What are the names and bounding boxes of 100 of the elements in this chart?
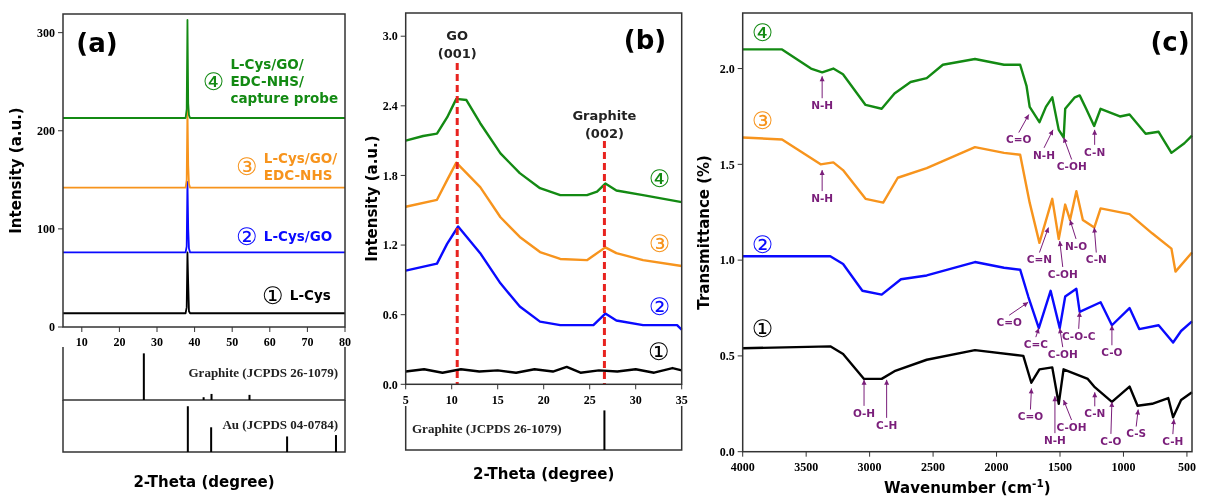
y-tick-label: 0.6 bbox=[382, 307, 398, 322]
annotation: C-OH bbox=[1056, 160, 1087, 173]
series-label: ③ bbox=[751, 106, 774, 135]
x-tick-label: 15 bbox=[491, 392, 504, 407]
annotation: C-N bbox=[1084, 145, 1106, 158]
x-axis-title: Wavenumber (cm$^{-1}$) bbox=[884, 477, 1051, 496]
x-tick-label: 20 bbox=[113, 335, 126, 350]
x-tick-label: 35 bbox=[675, 392, 688, 407]
annotation: C-O bbox=[1100, 434, 1122, 447]
bar bbox=[210, 427, 213, 452]
y-tick-label: 2.0 bbox=[719, 61, 735, 76]
series-label: ① L-Cys bbox=[262, 282, 331, 310]
annotation: N-H bbox=[811, 191, 834, 204]
bar bbox=[210, 393, 213, 400]
bar bbox=[142, 353, 145, 400]
x-tick-label: 30 bbox=[151, 335, 163, 350]
x-tick-label: 10 bbox=[75, 335, 88, 350]
annotation: C-OH bbox=[1047, 347, 1078, 360]
annotation: C=O bbox=[996, 315, 1022, 328]
annotation: Au (JCPDS 04-0784) bbox=[222, 416, 338, 432]
annotation: C-OH bbox=[1047, 267, 1078, 280]
x-tick-label: 70 bbox=[301, 335, 314, 350]
annotation: N-H bbox=[811, 98, 834, 111]
annotation: C=O bbox=[1006, 133, 1032, 146]
x-tick-label: 2000 bbox=[984, 459, 1009, 474]
annotation: (a) bbox=[76, 28, 118, 59]
x-tick-label: 80 bbox=[339, 335, 351, 350]
series-label: ③ bbox=[648, 230, 671, 259]
x-axis-title: 2-Theta (degree) bbox=[133, 473, 275, 492]
series-label: ② L-Cys/GO bbox=[236, 223, 333, 252]
line-series bbox=[62, 251, 346, 315]
y-tick-label: 200 bbox=[37, 123, 55, 138]
annotation: C-H bbox=[1162, 434, 1184, 447]
y-tick-label: 1.2 bbox=[382, 238, 398, 253]
line-series bbox=[62, 180, 346, 254]
x-tick-label: 1500 bbox=[1048, 459, 1072, 474]
annotation: C-N bbox=[1085, 253, 1107, 266]
line-series bbox=[404, 161, 683, 268]
bar bbox=[186, 406, 189, 452]
y-axis-title: Intensity (a.u.) bbox=[7, 107, 26, 234]
x-tick-label: 40 bbox=[188, 335, 201, 350]
x-tick-label: 50 bbox=[226, 335, 239, 350]
line-series bbox=[62, 18, 346, 119]
series-label: ② bbox=[751, 231, 774, 260]
y-tick-label: 2.4 bbox=[382, 99, 398, 114]
x-tick-label: 25 bbox=[583, 392, 596, 407]
x-tick-label: 3000 bbox=[857, 459, 882, 474]
series-label: ④ bbox=[751, 18, 774, 47]
ref-line-label: GO (001) bbox=[437, 27, 477, 61]
annotation: Graphite (JCPDS 26-1079) bbox=[412, 420, 562, 436]
y-axis-title: Intensity (a.u.) bbox=[363, 135, 382, 262]
line-series bbox=[404, 225, 683, 331]
x-tick-label: 1000 bbox=[1111, 459, 1136, 474]
ref-line-label: Graphite (002) bbox=[572, 107, 637, 141]
annotation: C-N bbox=[1084, 406, 1106, 419]
annotation: N-H bbox=[1033, 148, 1055, 161]
x-tick-label: 4000 bbox=[730, 459, 755, 474]
series-label: ① bbox=[647, 338, 670, 367]
annotation: O-H bbox=[852, 406, 876, 419]
annotation: (b) bbox=[623, 25, 667, 56]
x-tick-label: 60 bbox=[263, 335, 276, 350]
y-tick-label: 1.8 bbox=[382, 168, 398, 183]
y-tick-label: 0 bbox=[49, 320, 55, 335]
bar bbox=[248, 394, 251, 400]
x-tick-label: 2500 bbox=[921, 459, 946, 474]
annotation: C=C bbox=[1023, 337, 1049, 350]
annotation: C-H bbox=[876, 418, 898, 431]
annotation: C=O bbox=[1017, 410, 1044, 423]
annotation: C-S bbox=[1126, 427, 1147, 440]
annotation: C-O bbox=[1101, 345, 1123, 358]
x-axis-title: 2-Theta (degree) bbox=[473, 465, 615, 484]
annotation: C-OH bbox=[1056, 420, 1087, 433]
x-tick-label: 30 bbox=[629, 392, 642, 407]
y-tick-label: 0.5 bbox=[719, 349, 735, 364]
series-label: ① bbox=[751, 315, 774, 344]
y-tick-label: 1.0 bbox=[719, 253, 735, 268]
x-tick-label: 5 bbox=[402, 392, 409, 407]
x-tick-label: 3500 bbox=[794, 459, 819, 474]
annotation: N-O bbox=[1064, 239, 1088, 252]
annotation: N-H bbox=[1043, 433, 1066, 446]
bar bbox=[286, 436, 289, 452]
bar bbox=[334, 435, 337, 452]
annotation: Graphite (JCPDS 26-1079) bbox=[188, 364, 338, 380]
x-tick-label: 500 bbox=[1177, 459, 1196, 474]
y-tick-label: 0.0 bbox=[382, 377, 398, 392]
y-tick-label: 1.5 bbox=[719, 157, 735, 172]
bar bbox=[202, 397, 205, 400]
x-tick-label: 20 bbox=[537, 392, 550, 407]
line-series bbox=[404, 97, 683, 204]
y-tick-label: 100 bbox=[37, 222, 55, 237]
annotation: C=N bbox=[1026, 253, 1053, 266]
annotation: (c) bbox=[1150, 27, 1190, 58]
y-tick-label: 300 bbox=[37, 25, 55, 40]
annotation: C-O-C bbox=[1061, 329, 1096, 342]
y-axis-title: Transmittance (%) bbox=[695, 155, 714, 310]
y-tick-label: 3.0 bbox=[382, 29, 398, 44]
series-label: ④ bbox=[648, 165, 671, 194]
x-tick-label: 10 bbox=[445, 392, 458, 407]
series-label: ② bbox=[648, 292, 671, 321]
y-tick-label: 0.0 bbox=[719, 444, 735, 459]
